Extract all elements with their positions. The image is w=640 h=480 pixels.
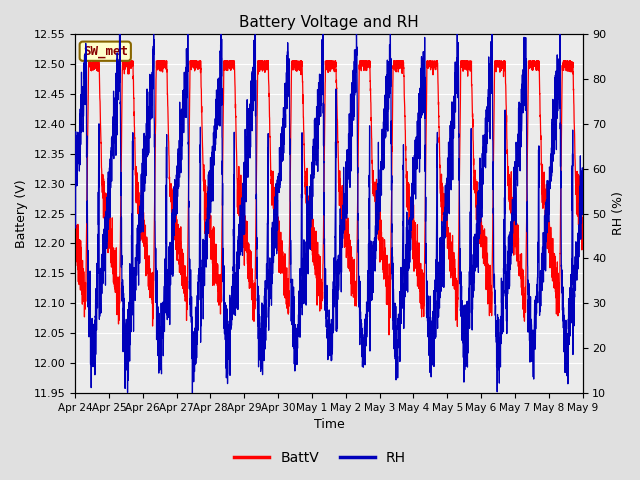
Y-axis label: RH (%): RH (%) bbox=[612, 192, 625, 236]
Y-axis label: Battery (V): Battery (V) bbox=[15, 179, 28, 248]
X-axis label: Time: Time bbox=[314, 419, 344, 432]
Text: SW_met: SW_met bbox=[83, 45, 128, 58]
Legend: BattV, RH: BattV, RH bbox=[229, 445, 411, 471]
Title: Battery Voltage and RH: Battery Voltage and RH bbox=[239, 15, 419, 30]
